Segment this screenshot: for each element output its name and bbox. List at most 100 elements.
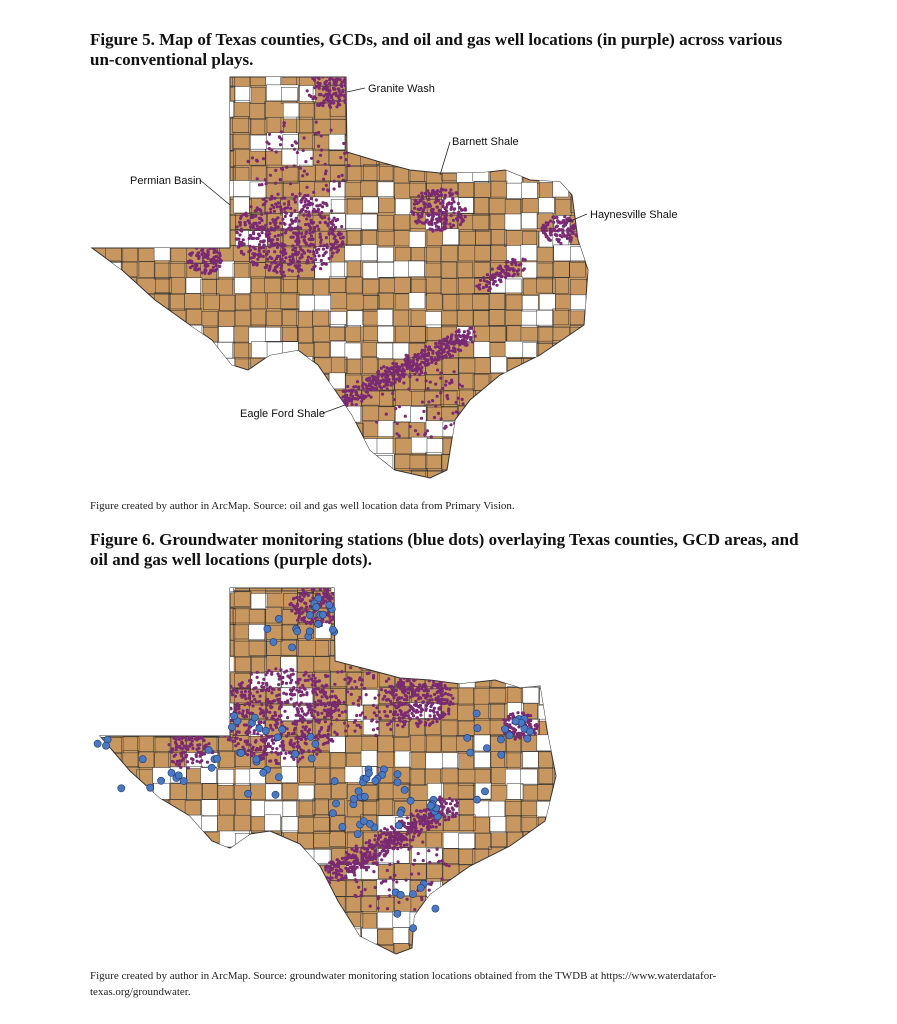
well-dot [247,703,251,707]
well-dot [287,200,291,204]
well-dot [444,343,448,347]
county-cell [314,470,332,478]
well-dot [423,371,427,375]
county-cell [100,816,106,833]
well-dot [243,220,247,225]
well-dot [310,683,314,687]
well-dot [321,87,325,91]
well-dot [289,206,293,210]
county-cell [200,881,217,898]
well-dot [336,601,340,605]
well-dot [368,855,372,859]
county-cell [92,390,123,407]
well-dot [276,762,281,766]
county-cell [92,341,108,359]
well-dot [367,393,371,397]
well-dot [380,832,384,836]
well-dot [420,212,424,216]
well-dot [310,618,314,622]
well-dot [417,816,421,820]
well-dot [243,703,247,707]
well-dot [397,368,401,372]
well-dot [405,698,409,702]
county-cell [521,212,538,230]
county-cell [264,324,298,342]
well-dot [295,151,299,155]
county-cell [138,213,172,230]
well-dot [305,217,309,221]
county-cell [313,927,346,944]
well-dot [401,835,405,839]
county-cell [234,768,252,786]
county-cell [250,373,267,391]
well-dot [301,720,305,724]
county-cell [522,864,540,881]
well-dot [235,225,239,229]
well-dot [439,201,443,205]
well-dot [314,120,318,124]
county-cell [280,437,297,455]
well-dot [272,228,276,232]
well-dot [303,194,307,198]
well-dot [260,212,264,216]
county-cell [121,212,139,230]
county-cell [442,87,460,104]
county-cell [217,769,235,786]
well-dot [304,601,308,606]
well-dot [487,288,491,293]
well-dot [439,187,443,191]
well-dot [309,622,313,626]
county-cell [169,103,186,120]
well-dot [454,400,458,404]
well-dot [293,605,297,609]
well-dot [405,843,409,847]
well-dot [263,226,267,230]
well-dot [248,248,253,252]
well-dot [254,227,258,231]
well-dot [313,616,318,620]
county-cell [426,847,443,865]
county-cell [153,244,171,261]
county-cell [266,639,299,656]
well-dot [309,234,314,238]
county-cell [442,656,475,674]
county-cell [536,246,554,264]
well-dot [326,96,330,100]
well-dot [354,403,358,407]
well-dot [316,711,320,715]
county-cell [459,814,476,831]
county-cell [154,944,188,954]
county-cell [200,356,218,374]
well-dot [269,228,273,232]
county-cell [152,895,169,913]
well-dot [186,747,190,751]
well-dot [444,188,448,192]
well-dot [436,189,440,193]
well-dot [315,752,319,756]
well-dot [235,736,239,740]
well-dot [427,191,431,196]
well-dot [373,834,377,838]
well-dot [284,692,288,696]
county-cell [443,149,460,166]
county-cell [186,880,204,898]
well-dot [439,417,443,421]
county-cell [154,437,171,455]
county-cell [136,588,170,593]
county-cell [586,470,588,478]
county-cell [538,943,556,954]
well-dot [274,719,278,723]
well-dot [300,709,304,713]
well-dot [270,148,274,152]
well-dot [293,140,297,144]
county-cell [184,468,202,478]
well-dot [260,231,264,235]
county-cell [490,452,507,469]
well-dot [420,191,424,195]
county-cell [314,588,332,591]
well-dot [229,684,233,688]
well-dot [298,718,302,722]
well-dot [325,882,329,887]
county-cell [554,688,556,705]
well-dot [251,215,255,219]
